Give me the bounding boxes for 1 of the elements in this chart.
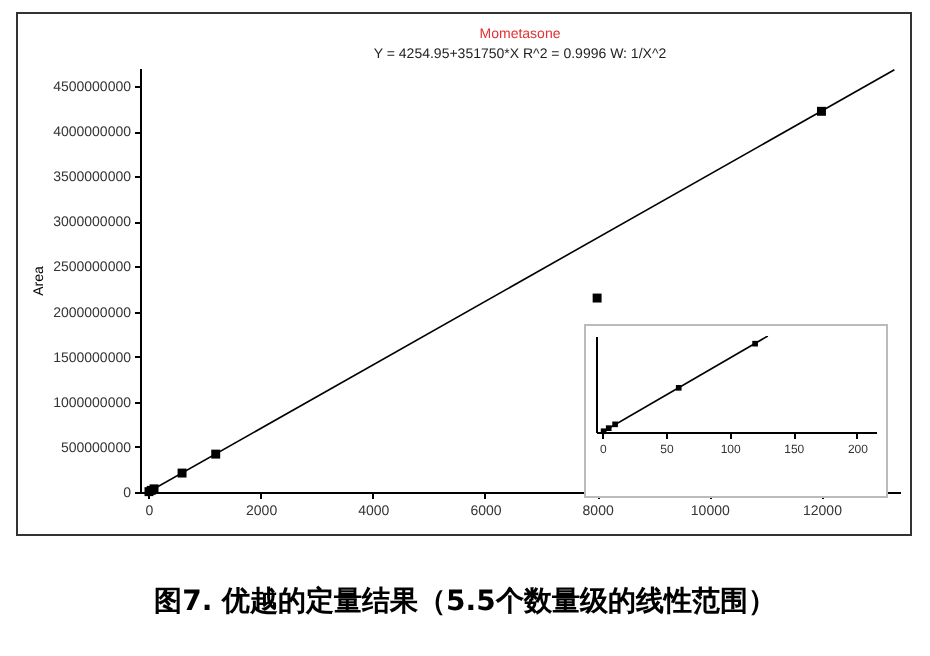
caption: 图7. 优越的定量结果（5.5个数量级的线性范围） [152,584,778,620]
